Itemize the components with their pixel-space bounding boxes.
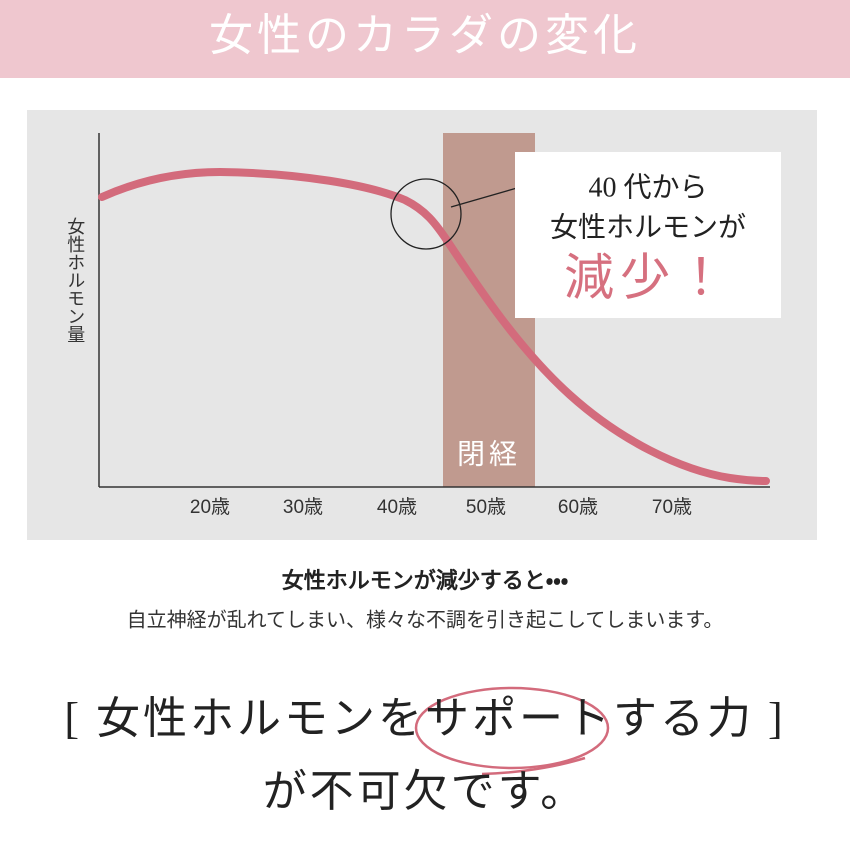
y-axis-label: 女性ホルモン量	[65, 217, 85, 343]
x-label: 40歳	[377, 496, 417, 518]
emphasis-tail	[481, 756, 586, 776]
callout-line3: 減少！	[564, 249, 732, 305]
x-label: 70歳	[652, 496, 692, 518]
highlight-circle	[390, 178, 462, 250]
band-label: 閉経	[457, 438, 521, 469]
message-line2: が不可欠です。	[263, 767, 588, 816]
lead-text: 女性ホルモンが減少すると・・・	[282, 568, 568, 593]
x-label: 30歳	[283, 496, 323, 518]
callout-line1: 40 代から	[588, 171, 707, 203]
header-title: 女性のカラダの変化	[209, 11, 641, 60]
detail-text: 自立神経が乱れてしまい、様々な不調を引き起こしてしまいます。	[127, 608, 724, 631]
callout-line2: 女性ホルモンが	[550, 211, 746, 243]
emphasis-ellipse	[414, 686, 610, 770]
x-label: 60歳	[558, 496, 598, 518]
x-label: 20歳	[190, 496, 230, 518]
header-band	[0, 0, 850, 78]
x-label: 50歳	[466, 496, 506, 518]
x-labels: 20歳 30歳 40歳 50歳 60歳 70歳	[190, 496, 692, 518]
hormone-curve	[98, 167, 770, 485]
callout-box	[515, 152, 781, 318]
message-line1: [ 女性ホルモンをサポートする力 ]	[64, 694, 785, 743]
callout-line	[450, 187, 518, 208]
